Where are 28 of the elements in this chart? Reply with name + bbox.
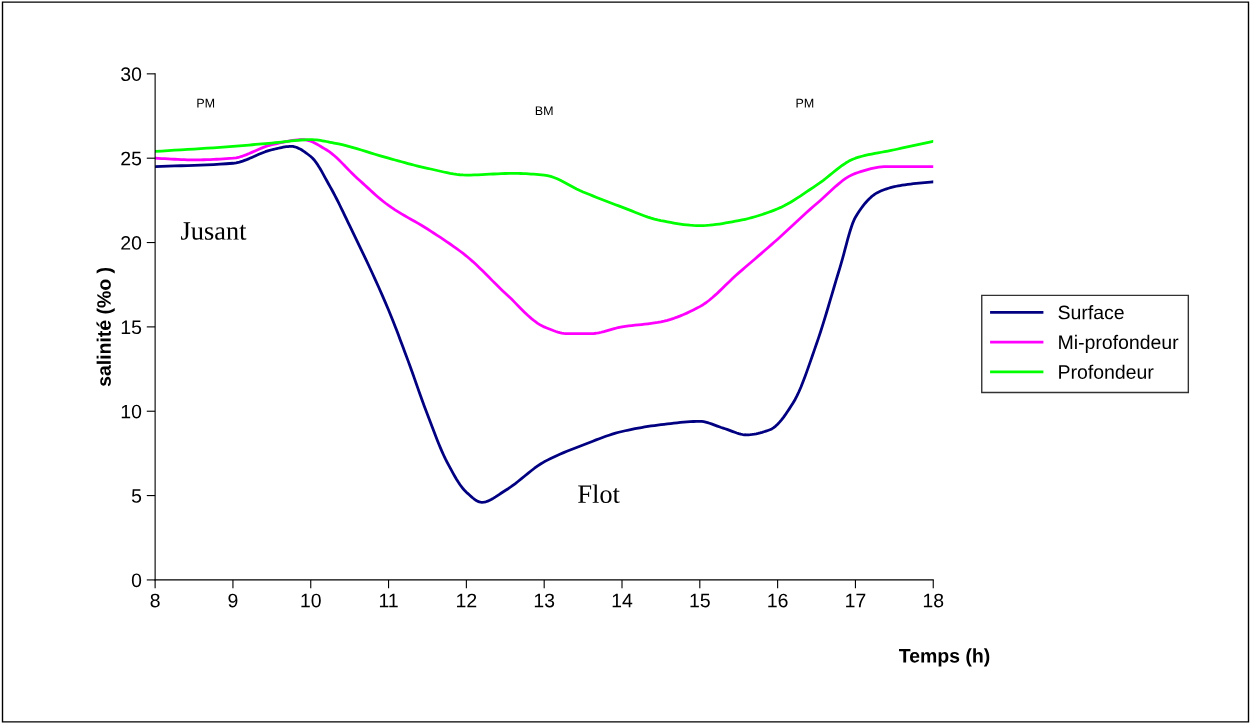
x-tick-label: 11 <box>379 593 398 608</box>
x-tick-label: 13 <box>534 593 555 608</box>
x-tick-label: 10 <box>301 593 321 608</box>
y-axis-title: salinité (%o ) <box>96 267 115 387</box>
y-tick-label: 5 <box>131 489 142 503</box>
y-tick-label: 0 <box>131 573 142 588</box>
legend-label: Profondeur <box>1059 364 1154 379</box>
annotation: PM <box>796 98 814 108</box>
annotation: BM <box>535 106 553 116</box>
x-tick-label: 16 <box>768 593 788 608</box>
annotation: Jusant <box>181 222 247 240</box>
y-tick-label: 25 <box>121 151 142 166</box>
x-tick-label: 9 <box>228 593 238 608</box>
x-tick-label: 18 <box>923 593 944 608</box>
x-axis-title: Temps (h) <box>898 648 990 667</box>
x-tick-label: 17 <box>846 593 866 608</box>
x-tick-label: 15 <box>690 593 710 608</box>
legend-label: Surface <box>1058 305 1124 320</box>
annotation: PM <box>197 98 215 108</box>
x-tick-label: 14 <box>612 593 633 608</box>
y-tick-label: 20 <box>121 236 142 250</box>
annotation: Flot <box>578 484 620 504</box>
y-tick-label: 10 <box>121 404 142 419</box>
x-tick-label: 12 <box>457 593 477 608</box>
legend-label: Mi-profondeur <box>1059 334 1179 353</box>
y-tick-label: 30 <box>121 67 142 82</box>
x-tick-label: 8 <box>150 593 160 608</box>
y-tick-label: 15 <box>121 320 142 335</box>
